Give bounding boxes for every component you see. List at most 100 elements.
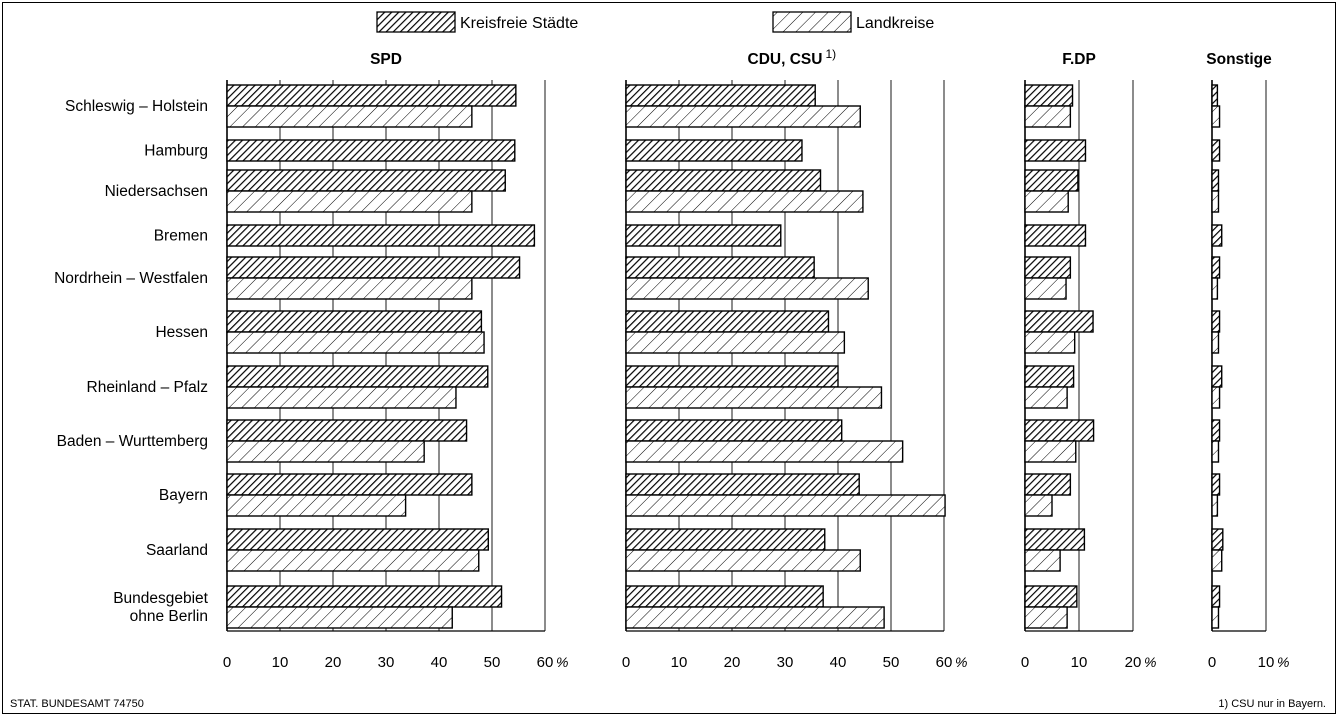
tick-label: 20 [325,654,342,671]
bar-kreisfreie [1024,310,1094,333]
bar-landkreise [226,331,485,354]
bar-kreisfreie [226,585,503,608]
tick-label: 50 [484,654,501,671]
bar-kreisfreie [226,310,483,333]
source-note: STAT. BUNDESAMT 74750 [10,698,144,710]
tick-label: 40 [431,654,448,671]
bar-kreisfreie [1211,256,1221,279]
bar-kreisfreie [1024,139,1087,162]
category-label: Bundesgebiet [113,590,208,607]
bar-kreisfreie [226,473,473,496]
footnote: 1) CSU nur in Bayern. [1218,698,1326,710]
bar-landkreise [625,440,904,463]
bar-landkreise [625,386,883,409]
chart-panels: SPD 0 10 20 30 40 50 60 % CDU, CSU 1) 0 10 20 30 40 50 60… [223,47,1290,671]
tick-label: 10 [1258,654,1275,671]
bar-landkreise [1211,494,1219,517]
tick-label: 10 [272,654,289,671]
tick-unit: % [1277,654,1289,670]
bar-landkreise [226,549,480,572]
category-label: Rheinland – Pfalz [87,379,209,396]
panel-title: F.DP [1062,51,1096,68]
legend-label-kreisfreie: Kreisfreie Städte [460,15,578,32]
bar-kreisfreie [226,224,536,247]
panel-0: SPD 0 10 20 30 40 50 60% [223,51,569,671]
bar-kreisfreie [1211,365,1223,388]
bar-kreisfreie [226,528,489,551]
bar-landkreise [1211,190,1220,213]
tick-label: 10 [671,654,688,671]
category-label: Bayern [159,487,208,504]
category-label: Schleswig – Holstein [65,98,208,115]
tick-label: 20 [1125,654,1142,671]
bar-landkreise [1024,606,1068,629]
bar-kreisfreie [226,169,506,192]
legend-label-landkreise: Landkreise [856,15,934,32]
tick-label: 30 [777,654,794,671]
bar-landkreise [1211,277,1219,300]
category-label: Saarland [146,542,208,559]
bar-landkreise [1024,277,1067,300]
category-label: Hessen [155,324,208,341]
bar-kreisfreie [1024,224,1087,247]
bar-kreisfreie [625,84,816,107]
bar-landkreise [1211,105,1221,128]
category-labels: Schleswig – Holstein Hamburg Niedersachsen… [54,98,209,625]
category-label: Hamburg [144,143,208,160]
bar-landkreise [226,606,453,629]
bar-kreisfreie [1211,224,1223,247]
legend-swatch-landkreise [772,11,852,33]
category-label: Bremen [154,228,208,245]
panel-2: F.DP 0 10 20% [1021,51,1157,671]
bar-landkreise [1024,190,1069,213]
bar-landkreise [625,331,846,354]
bar-landkreise [1211,331,1220,354]
panel-title-note: 1) [825,47,836,61]
bar-kreisfreie [625,169,822,192]
tick-unit: % [556,654,568,670]
tick-unit: % [1144,654,1156,670]
panel-title: SPD [370,51,402,68]
bar-kreisfreie [1211,310,1221,333]
bar-landkreise [226,440,425,463]
tick-unit: % [955,654,967,670]
tick-label: 60 [936,654,953,671]
bar-kreisfreie [1211,169,1220,192]
panel-title: Sonstige [1206,51,1272,68]
bar-kreisfreie [1024,84,1074,107]
bar-kreisfreie [226,256,521,279]
bar-kreisfreie [1211,473,1221,496]
tick-label: 60 [537,654,554,671]
bar-landkreise [625,549,861,572]
bar-landkreise [625,494,946,517]
bar-landkreise [1024,440,1077,463]
category-label: Baden – Wurttemberg [57,433,208,450]
bar-landkreise [226,386,457,409]
bar-landkreise [226,190,473,213]
bar-kreisfreie [625,310,830,333]
bar-kreisfreie [625,139,803,162]
bar-landkreise [1211,440,1220,463]
category-label: Niedersachsen [105,183,208,200]
bar-kreisfreie [1024,169,1079,192]
bar-kreisfreie [1024,365,1075,388]
bar-kreisfreie [1211,528,1224,551]
bar-kreisfreie [625,256,815,279]
tick-label: 20 [724,654,741,671]
bar-kreisfreie [625,224,782,247]
bar-landkreise [625,190,864,213]
category-label: Nordrhein – Westfalen [54,270,208,287]
bar-kreisfreie [226,84,517,107]
bar-kreisfreie [625,365,839,388]
tick-label: 30 [378,654,395,671]
tick-label: 40 [830,654,847,671]
bar-kreisfreie [625,585,824,608]
bar-kreisfreie [226,365,489,388]
category-label: ohne Berlin [130,608,208,625]
legend-swatch-kreisfreie [376,11,456,33]
bar-kreisfreie [1024,473,1072,496]
tick-label: 50 [883,654,900,671]
bar-kreisfreie [625,528,826,551]
